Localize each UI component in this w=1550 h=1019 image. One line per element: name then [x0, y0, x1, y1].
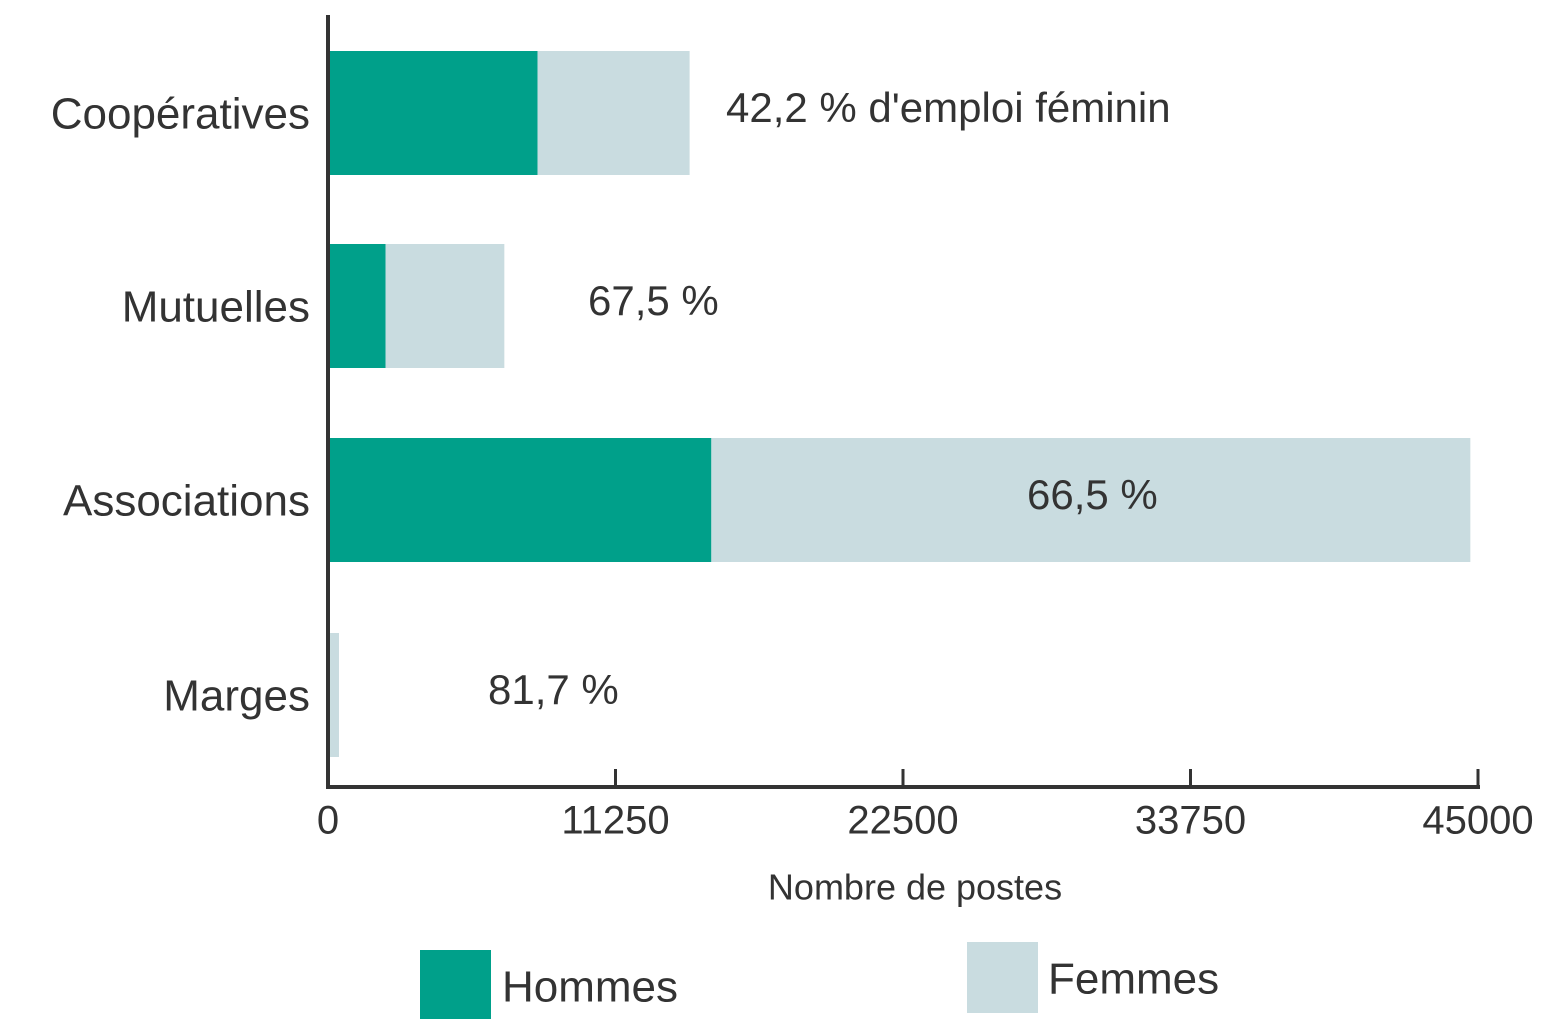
y-tick-label: Coopératives — [51, 90, 310, 139]
bar-segment — [385, 244, 505, 368]
y-tick-label: Associations — [63, 477, 310, 526]
x-tick-label: 22500 — [847, 799, 958, 843]
annotation: 66,5 % — [1027, 471, 1158, 518]
legend-label: Femmes — [1048, 955, 1219, 1004]
x-tick-label: 11250 — [561, 799, 669, 843]
annotation: 81,7 % — [488, 666, 619, 713]
legend-swatch — [967, 942, 1038, 1013]
bar-segment — [328, 51, 538, 175]
x-tick-label: 0 — [317, 799, 339, 843]
bar-segment — [711, 438, 1471, 562]
x-tick-label: 33750 — [1135, 799, 1246, 843]
x-axis-label: Nombre de postes — [768, 867, 1062, 908]
x-tick-label: 45000 — [1422, 799, 1533, 843]
y-tick-label: Marges — [163, 672, 310, 721]
bar-segment — [328, 438, 712, 562]
legend-swatch — [420, 950, 491, 1019]
annotation: 42,2 % d'emploi féminin — [726, 84, 1171, 131]
bar-segment — [330, 633, 339, 757]
bar-segment — [328, 244, 386, 368]
bar-segment — [537, 51, 690, 175]
y-tick-label: Mutuelles — [122, 283, 310, 332]
legend-label: Hommes — [502, 963, 678, 1012]
annotation: 67,5 % — [588, 277, 719, 324]
